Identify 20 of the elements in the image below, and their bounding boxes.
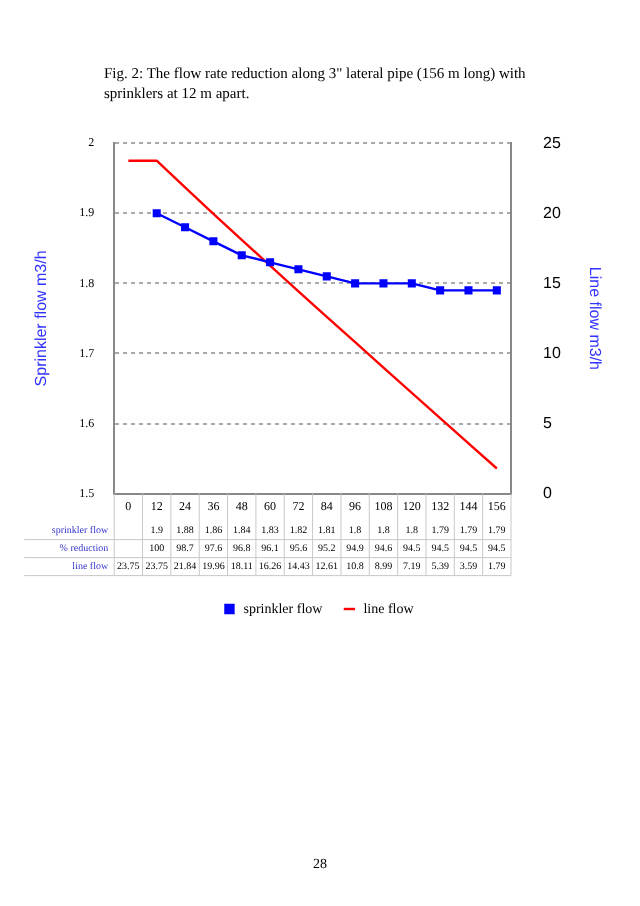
point: [152, 208, 161, 217]
y2-tick-label: 20: [543, 202, 562, 221]
point: [181, 222, 190, 231]
point: [407, 278, 416, 287]
point: [294, 264, 303, 273]
point: [237, 250, 246, 259]
y2-tick-label: 25: [543, 132, 562, 151]
point: [464, 285, 473, 294]
point: [322, 271, 331, 280]
point: [209, 236, 218, 245]
point: [266, 257, 275, 266]
y2-tick-label: 15: [543, 272, 562, 291]
y2-tick-label: 10: [543, 342, 562, 361]
point: [492, 285, 501, 294]
point: [379, 278, 388, 287]
y2-axis-title: Line flow m3/h: [585, 265, 604, 369]
y2-tick-label: 5: [543, 412, 553, 431]
point: [351, 278, 360, 287]
y-axis-title: Sprinkler flow m3/h: [32, 249, 51, 386]
point: [436, 285, 445, 294]
